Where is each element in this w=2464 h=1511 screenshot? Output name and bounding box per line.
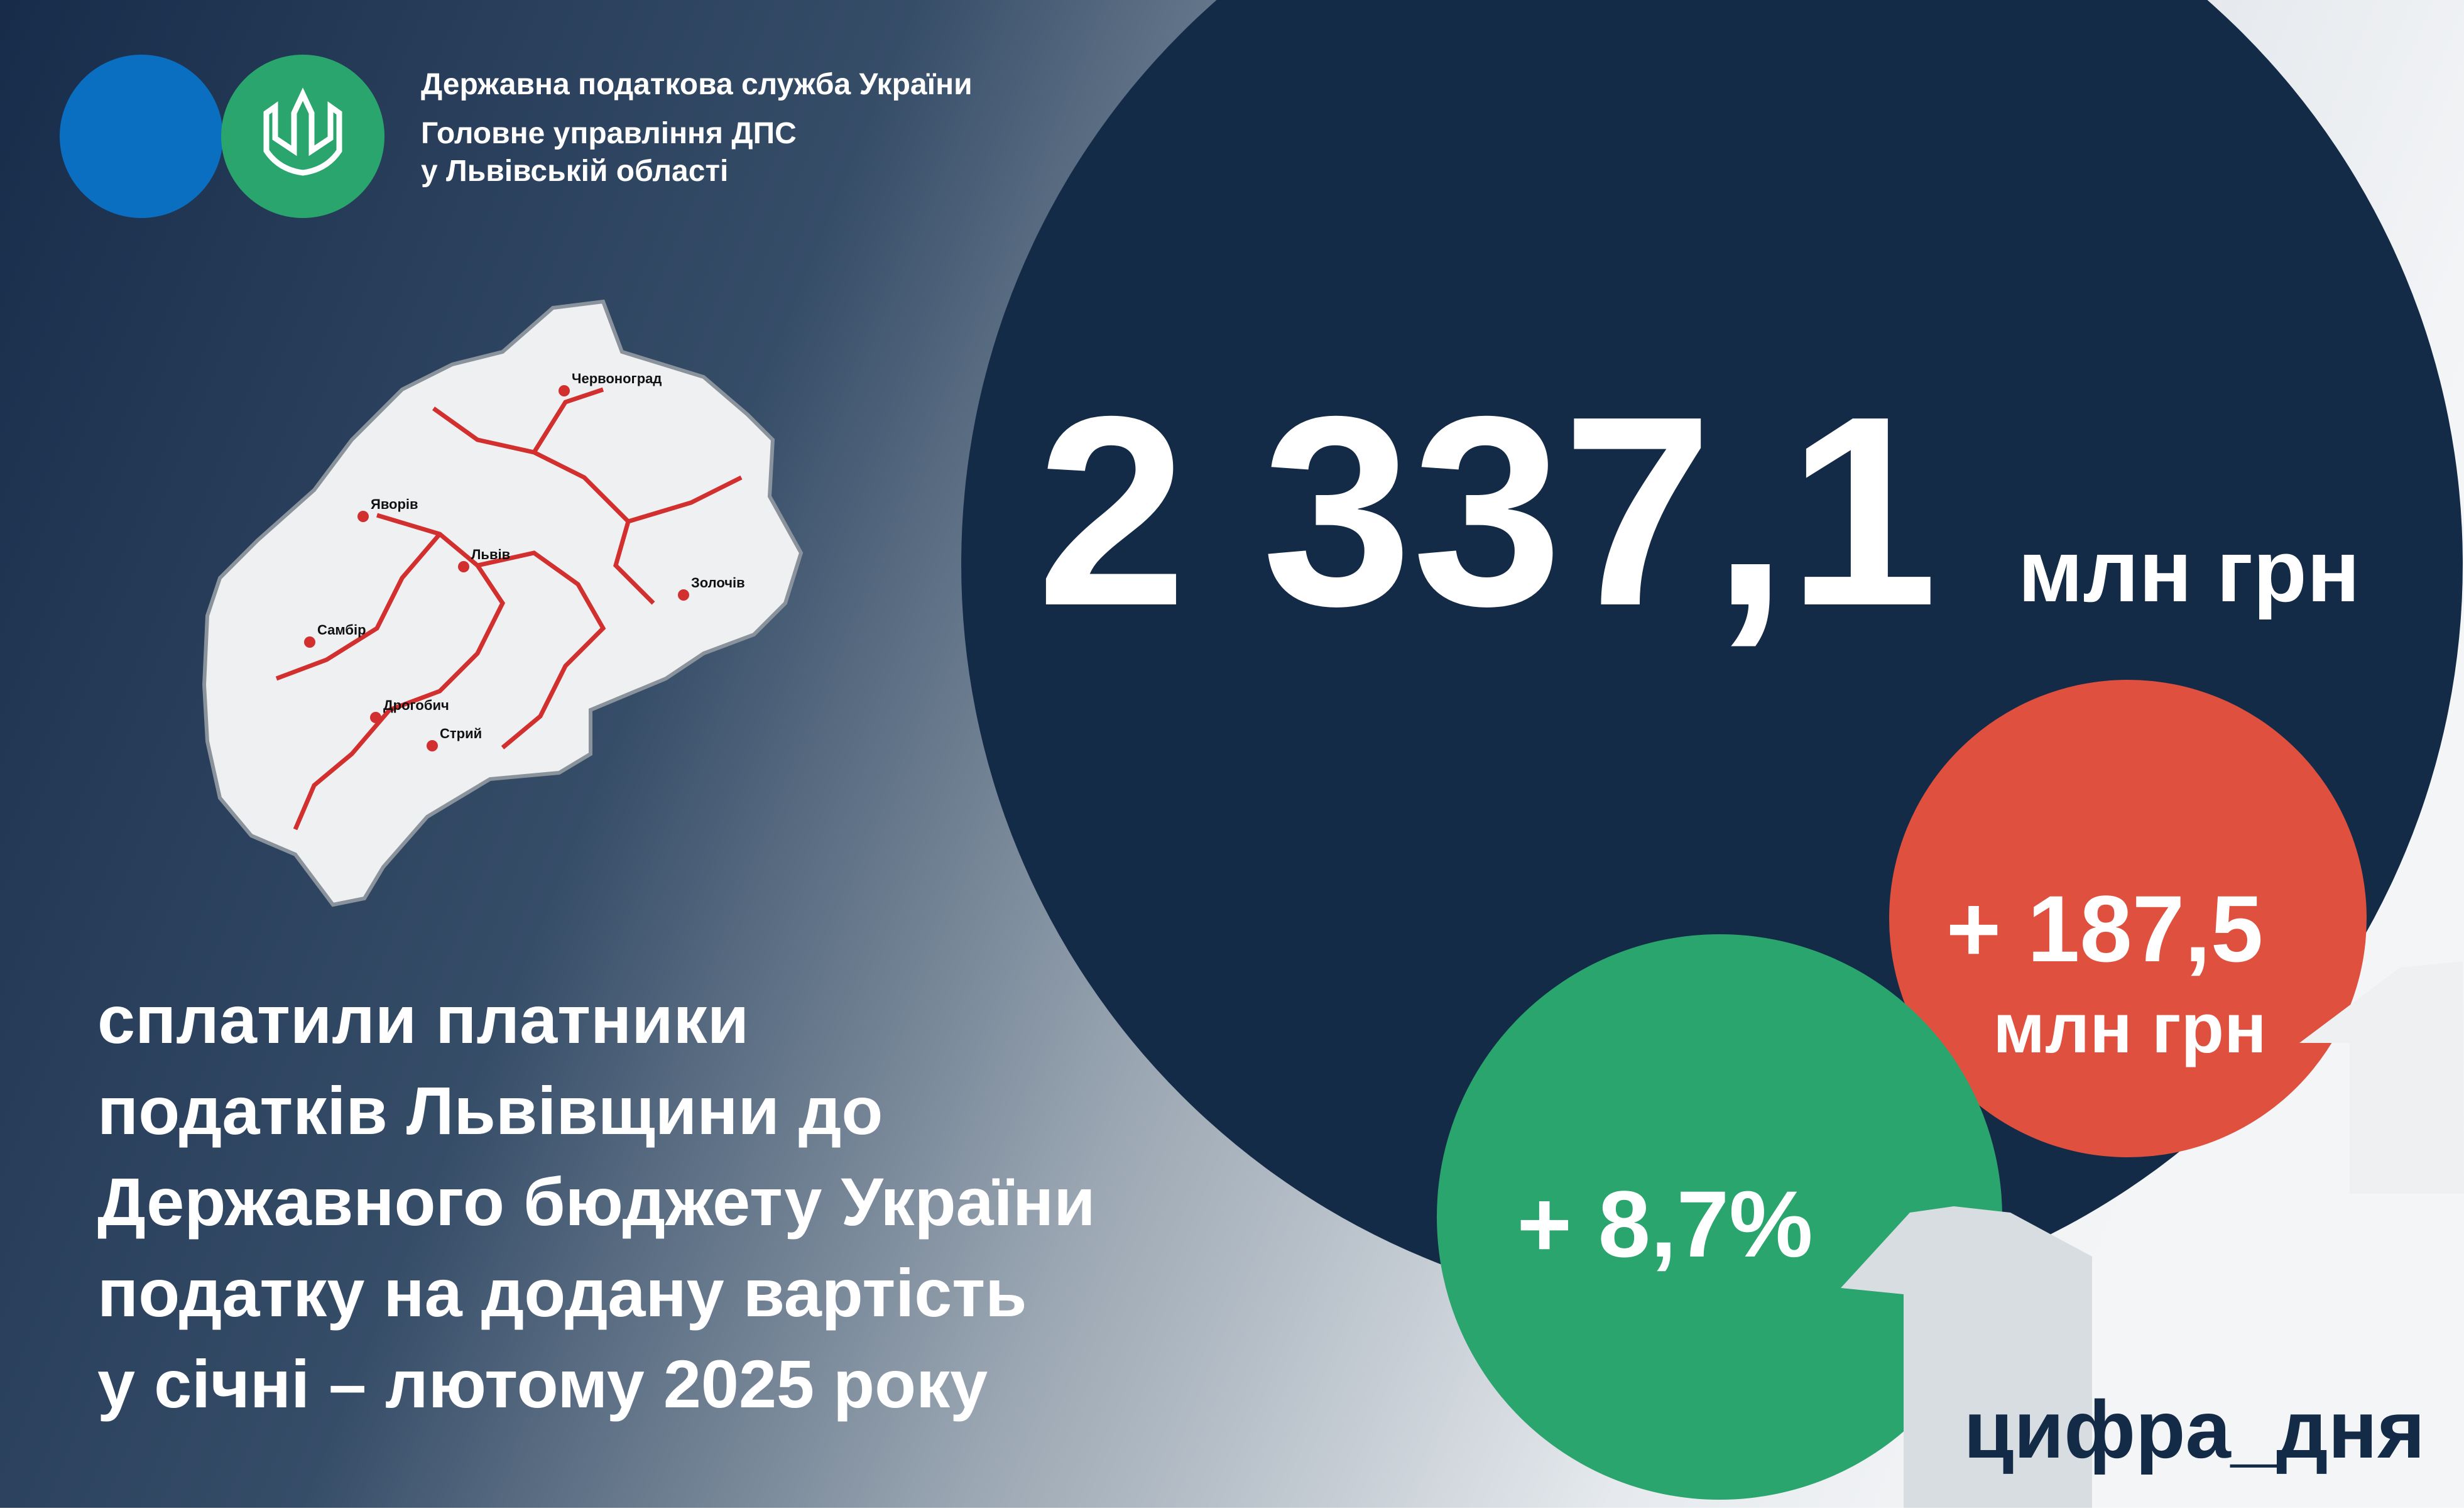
city-dot bbox=[678, 589, 689, 601]
org-line: у Львівській області bbox=[421, 155, 728, 188]
main-unit: млн грн bbox=[2018, 521, 2360, 620]
city-label: Дрогобич bbox=[383, 697, 449, 713]
city-dot bbox=[458, 561, 469, 572]
city-label: Яворів bbox=[371, 496, 418, 512]
change-absolute-unit: млн грн bbox=[1993, 989, 2266, 1067]
arrow-red bbox=[2299, 961, 2464, 1194]
change-percent: + 8,7% bbox=[1517, 1171, 1813, 1277]
main-value: 2 337,1 bbox=[1037, 361, 1938, 662]
hashtag: цифра_дня bbox=[1964, 1383, 2426, 1475]
description-line: у січні – лютому 2025 року bbox=[97, 1346, 988, 1422]
description-line: податків Львівщини до bbox=[97, 1072, 883, 1148]
org-line: Головне управління ДПС bbox=[421, 117, 797, 150]
change-absolute: + 187,5 bbox=[1946, 876, 2264, 981]
arrow-green bbox=[1841, 1206, 2092, 1508]
change-circle-red bbox=[1889, 680, 2367, 1157]
city-dot bbox=[559, 385, 570, 396]
city-dot bbox=[370, 712, 381, 723]
city-label: Стрий bbox=[440, 726, 482, 741]
logo-green bbox=[221, 55, 384, 218]
org-line: Державна податкова служба України bbox=[421, 68, 973, 101]
description-line: сплатили платники bbox=[97, 981, 749, 1057]
trident-icon bbox=[263, 87, 342, 176]
city-label: Самбір bbox=[317, 622, 366, 638]
change-circle-green bbox=[1437, 934, 2002, 1500]
city-label: Червоноград bbox=[572, 371, 662, 386]
map: Червоноград Яворів Львів Золочів Самбір Дрого… bbox=[202, 299, 804, 907]
city-dot bbox=[304, 636, 315, 648]
city-label: Золочів bbox=[691, 575, 745, 591]
city-dot bbox=[357, 511, 369, 522]
description-line: Державного бюджету України bbox=[97, 1164, 1096, 1240]
description-line: податку на додану вартість bbox=[97, 1255, 1027, 1331]
city-label: Львів bbox=[471, 547, 510, 562]
logo-blue bbox=[60, 55, 223, 218]
city-dot bbox=[427, 740, 438, 751]
